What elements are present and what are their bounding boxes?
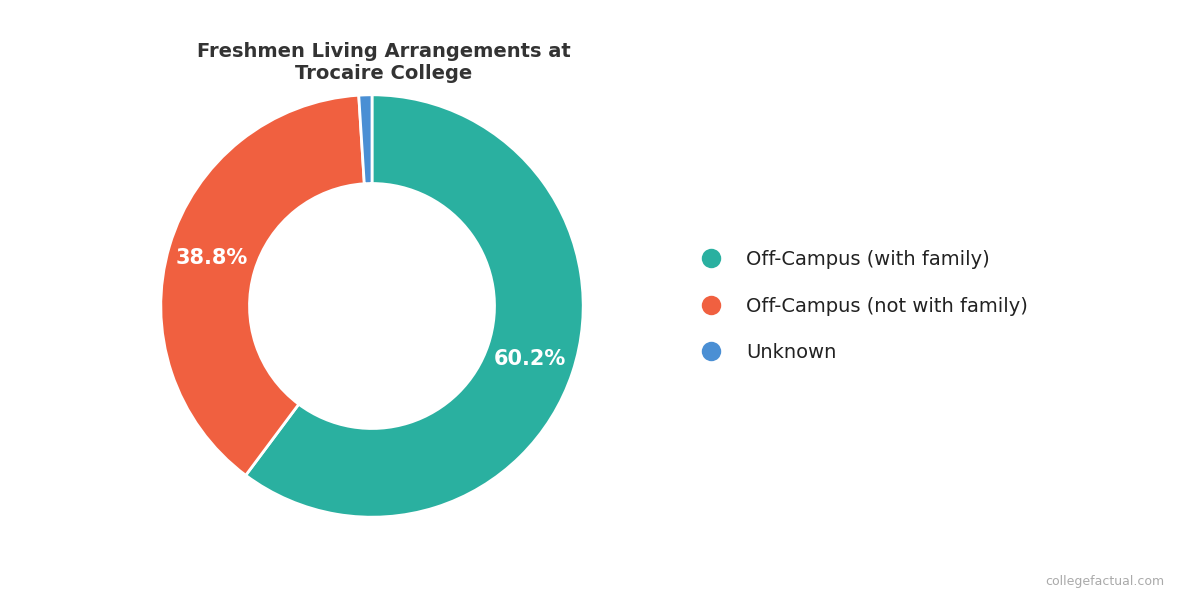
Text: collegefactual.com: collegefactual.com [1045,575,1164,588]
Text: Freshmen Living Arrangements at
Trocaire College: Freshmen Living Arrangements at Trocaire… [197,42,571,83]
Wedge shape [161,95,365,475]
Text: 60.2%: 60.2% [494,349,566,368]
Wedge shape [359,95,372,184]
Wedge shape [246,95,583,517]
Legend: Off-Campus (with family), Off-Campus (not with family), Unknown: Off-Campus (with family), Off-Campus (no… [672,231,1048,381]
Text: 38.8%: 38.8% [176,248,248,268]
